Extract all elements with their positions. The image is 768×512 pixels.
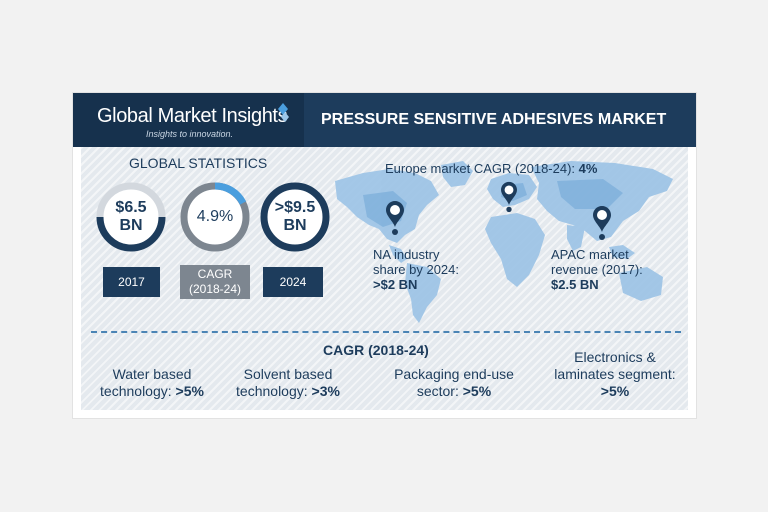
europe-value: 4% [578,161,598,176]
map-pin-apac-icon [593,206,611,240]
segment-water-based: Water based technology: >5% [87,366,217,400]
na-value: >$2 BN [373,277,418,292]
stat-value-2024: >$9.5 BN [259,199,331,235]
stat-value-cagr: 4.9% [196,208,234,225]
segment-line1: Water based [112,366,192,382]
apac-label-line1: APAC market [551,247,629,262]
na-label-line2: share by 2024: [373,262,460,277]
segment-line2: sector: >5% [379,383,529,400]
global-statistics-title: GLOBAL STATISTICS [129,155,268,171]
stat-value-line2: BN [283,217,307,234]
logo-tagline: Insights to innovation. [146,129,234,139]
apac-revenue-label: APAC market revenue (2017): $2.5 BN [551,247,643,292]
stat-value-line1: $6.5 [115,199,147,216]
segment-packaging: Packaging end-use sector: >5% [379,366,529,400]
infographic-card: Global Market Insights Insights to innov… [73,93,696,418]
na-share-label: NA industry share by 2024: >$2 BN [373,247,459,292]
stat-ring-2017 [96,182,166,252]
stat-caption-cagr: CAGR (2018-24) [180,265,250,299]
segment-line2: technology: >3% [223,383,353,400]
map-pin-europe-icon [501,181,517,213]
stat-caption-2017: 2017 [103,267,160,297]
segments-title: CAGR (2018-24) [323,342,429,358]
segment-prefix: sector: [416,383,463,399]
segment-line1: Electronics & [574,349,656,365]
segment-prefix: technology: [100,383,176,399]
segment-value: >5% [600,383,630,399]
segment-line2: laminates segment: [554,366,676,382]
stat-ring-2024 [260,182,330,252]
segment-line2: technology: >5% [87,383,217,400]
world-map [335,161,673,323]
stat-caption-2024: 2024 [263,267,323,297]
segment-solvent-based: Solvent based technology: >3% [223,366,353,400]
segment-electronics: Electronics & laminates segment: >5% [541,349,689,400]
stat-value-line1: >$9.5 [274,199,316,216]
stat-ring-cagr [180,182,250,252]
segment-value: >3% [311,383,340,399]
map-pin-north-america-icon [386,201,404,235]
na-label-line1: NA industry [373,247,440,262]
apac-label-line2: revenue (2017): [551,262,643,277]
logo-name: Global Market Insights [97,105,288,127]
caption-line2: (2018-24) [188,282,242,296]
europe-label-text: Europe market CAGR (2018-24): [385,161,576,176]
apac-value: $2.5 BN [551,277,599,292]
logo-diamond-icon [278,103,289,122]
stat-value-line2: BN [119,217,143,234]
europe-cagr-label: Europe market CAGR (2018-24): 4% [385,161,597,176]
section-divider [91,331,681,333]
header-bar: Global Market Insights Insights to innov… [73,93,696,147]
segment-line1: Solvent based [243,366,333,382]
segment-value: >5% [175,383,204,399]
segment-prefix: technology: [236,383,312,399]
segment-value: >5% [462,383,492,399]
logo: Global Market Insights Insights to innov… [73,93,304,147]
page-title: PRESSURE SENSITIVE ADHESIVES MARKET [321,111,667,128]
stat-value-2017: $6.5 BN [95,199,167,235]
segment-line1: Packaging end-use [394,366,514,382]
caption-line1: CAGR [197,267,233,281]
